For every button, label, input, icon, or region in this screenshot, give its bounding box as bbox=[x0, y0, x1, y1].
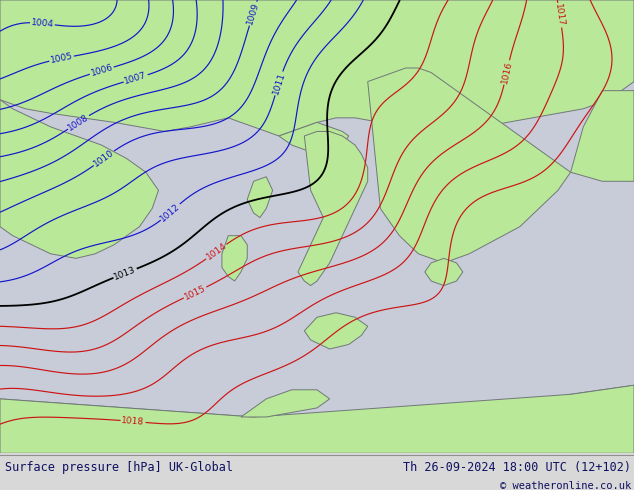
Text: 1009: 1009 bbox=[245, 1, 261, 26]
Text: 1018: 1018 bbox=[121, 416, 145, 427]
Text: 1014: 1014 bbox=[204, 241, 228, 262]
Text: 1015: 1015 bbox=[183, 284, 207, 301]
Text: 1012: 1012 bbox=[158, 201, 182, 223]
Polygon shape bbox=[571, 91, 634, 181]
Polygon shape bbox=[241, 390, 330, 417]
Polygon shape bbox=[0, 0, 634, 136]
Polygon shape bbox=[279, 122, 349, 154]
Text: © weatheronline.co.uk: © weatheronline.co.uk bbox=[500, 481, 631, 490]
Polygon shape bbox=[247, 177, 273, 218]
Text: 1007: 1007 bbox=[124, 71, 148, 86]
Text: 1017: 1017 bbox=[553, 3, 566, 27]
Polygon shape bbox=[425, 258, 463, 286]
Text: 1006: 1006 bbox=[89, 63, 114, 78]
Text: Th 26-09-2024 18:00 UTC (12+102): Th 26-09-2024 18:00 UTC (12+102) bbox=[403, 462, 631, 474]
Polygon shape bbox=[0, 100, 158, 258]
Text: Surface pressure [hPa] UK-Global: Surface pressure [hPa] UK-Global bbox=[5, 462, 233, 474]
Text: 1011: 1011 bbox=[271, 71, 287, 96]
Text: 1013: 1013 bbox=[113, 265, 138, 282]
Text: 1008: 1008 bbox=[67, 112, 91, 132]
Polygon shape bbox=[304, 313, 368, 349]
Polygon shape bbox=[0, 0, 634, 100]
Text: 1004: 1004 bbox=[30, 18, 54, 29]
Polygon shape bbox=[298, 131, 368, 286]
Polygon shape bbox=[368, 68, 571, 263]
Polygon shape bbox=[222, 236, 247, 281]
Text: 1010: 1010 bbox=[92, 148, 116, 169]
Polygon shape bbox=[0, 385, 634, 453]
Text: 1016: 1016 bbox=[500, 60, 514, 85]
Text: 1005: 1005 bbox=[49, 52, 74, 65]
Polygon shape bbox=[0, 385, 634, 453]
